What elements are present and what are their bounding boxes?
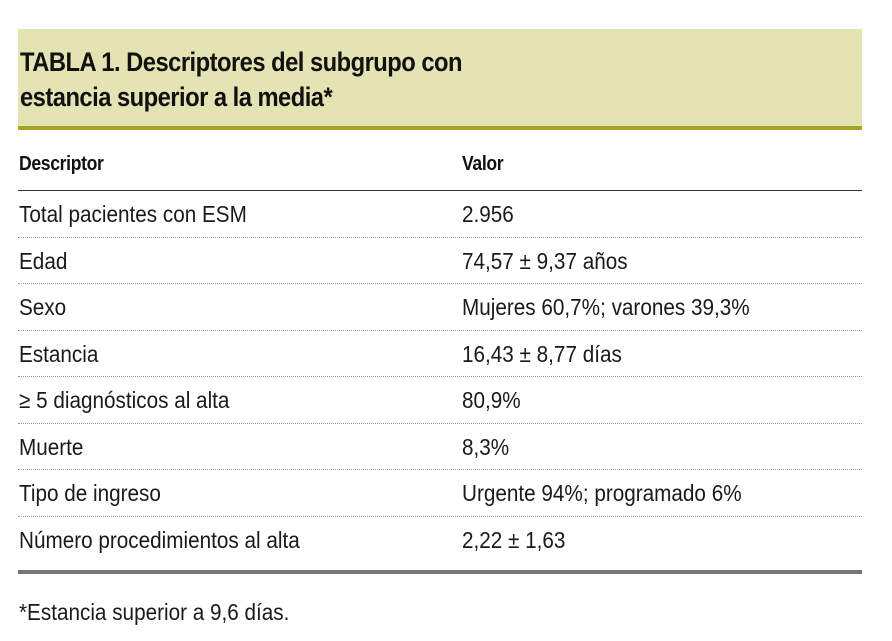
value-cell: 2.956 bbox=[462, 201, 514, 227]
table-header-row: Descriptor Valor bbox=[18, 140, 862, 191]
table-title-line-1: TABLA 1. Descriptores del subgrupo con bbox=[20, 47, 463, 77]
descriptor-table: Descriptor Valor Total pacientes con ESM… bbox=[18, 140, 862, 563]
value-cell: 16,43 ± 8,77 días bbox=[462, 340, 622, 367]
table-title-line-2: estancia superior a la media* bbox=[20, 82, 333, 112]
header-descriptor: Descriptor bbox=[19, 153, 104, 175]
table-row: Muerte 8,3% bbox=[18, 424, 862, 470]
value-cell: Mujeres 60,7%; varones 39,3% bbox=[462, 294, 750, 320]
table-row: Número procedimientos al alta 2,22 ± 1,6… bbox=[18, 517, 862, 564]
table-row: ≥ 5 diagnósticos al alta 80,9% bbox=[18, 377, 862, 424]
value-cell: Urgente 94%; programado 6% bbox=[462, 480, 742, 506]
table-row: Sexo Mujeres 60,7%; varones 39,3% bbox=[18, 284, 862, 331]
descriptor-cell: Sexo bbox=[19, 294, 67, 320]
value-cell: 74,57 ± 9,37 años bbox=[462, 247, 628, 274]
descriptor-cell: Número procedimientos al alta bbox=[19, 526, 300, 553]
header-valor: Valor bbox=[462, 153, 504, 175]
table-footnote: *Estancia superior a 9,6 días. bbox=[19, 599, 290, 625]
value-cell: 80,9% bbox=[462, 387, 521, 413]
descriptor-cell: Edad bbox=[19, 247, 68, 274]
table-row: Estancia 16,43 ± 8,77 días bbox=[18, 331, 862, 377]
table-bottom-rule bbox=[18, 570, 862, 574]
table-title-box: TABLA 1. Descriptores del subgrupo con e… bbox=[18, 29, 862, 130]
descriptor-cell: Total pacientes con ESM bbox=[19, 201, 247, 227]
value-cell: 2,22 ± 1,63 bbox=[462, 526, 566, 553]
descriptor-cell: Tipo de ingreso bbox=[19, 480, 161, 506]
table-row: Total pacientes con ESM 2.956 bbox=[18, 191, 862, 238]
descriptor-cell: Estancia bbox=[19, 340, 99, 367]
descriptor-cell: ≥ 5 diagnósticos al alta bbox=[19, 387, 230, 413]
value-cell: 8,3% bbox=[462, 433, 510, 460]
table-row: Edad 74,57 ± 9,37 años bbox=[18, 238, 862, 284]
table-row: Tipo de ingreso Urgente 94%; programado … bbox=[18, 470, 862, 517]
descriptor-cell: Muerte bbox=[19, 433, 84, 460]
